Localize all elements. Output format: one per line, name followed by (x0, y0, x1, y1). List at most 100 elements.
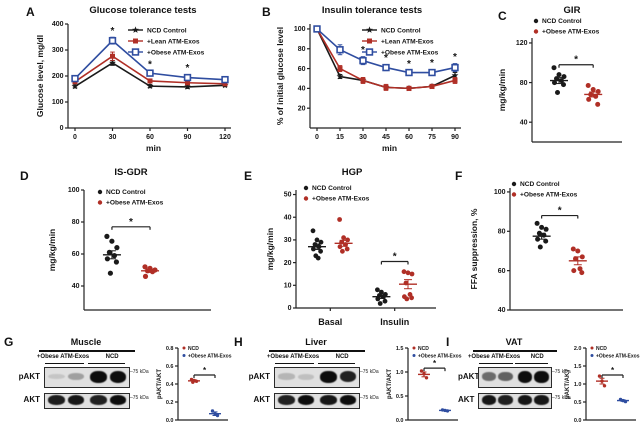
svg-text:10: 10 (284, 283, 292, 290)
open-square-marker (131, 48, 140, 56)
svg-text:40: 40 (284, 214, 292, 221)
scatter-group-+Obese ATM-Exos (Basal) (334, 217, 353, 254)
legend-item: NCD Control (362, 26, 421, 35)
significance-bracket: * (541, 206, 579, 219)
svg-text:NCD: NCD (188, 346, 199, 352)
legend-item: NCD Control (533, 18, 582, 25)
svg-text:75: 75 (428, 134, 436, 141)
panel-d-letter: D (20, 169, 29, 183)
svg-text:NCD Control: NCD Control (381, 28, 421, 35)
svg-text:*: * (203, 366, 207, 375)
svg-text:pAKT/AKT: pAKT/AKT (387, 369, 393, 399)
svg-text:+Obese ATM-Exos: +Obese ATM-Exos (147, 50, 205, 57)
svg-text:+Obese ATM-Exos: +Obese ATM-Exos (381, 50, 439, 57)
svg-text:30: 30 (284, 237, 292, 244)
svg-text:0.2: 0.2 (166, 400, 174, 406)
molecular-weight-marker: –75 kDa (130, 369, 149, 375)
svg-text:mg/kg/min: mg/kg/min (497, 69, 507, 112)
gir-scatter-chart: 40 80 120 mg/kg/min * NCD Control +Obese ATM-E… (497, 18, 622, 143)
star-marker (336, 72, 344, 80)
significance-bracket: * (111, 217, 151, 230)
svg-text:0: 0 (73, 134, 77, 141)
svg-text:60: 60 (72, 251, 80, 258)
panel-e: E HGP 0 10 20 30 40 50 mg/kg/min Basal Insulin * N… (232, 160, 444, 328)
scatter-group-NCD Control (102, 233, 121, 276)
muscle-pakt-akt-scatter-chart: 0.0 0.2 0.4 0.6 0.8 pAKT/AKT * NCD +Obese ATM-Ex… (157, 346, 232, 424)
blot-lane-box (478, 367, 552, 388)
blot-header-rule (269, 350, 365, 352)
blot-band (109, 370, 127, 383)
open-square-marker (183, 73, 192, 82)
blot-group-rule (275, 363, 315, 364)
is-gdr-scatter-chart: 40 60 80 100 mg/kg/min * NCD Control +Obese ATM… (47, 187, 211, 311)
star-marker (146, 82, 154, 90)
svg-text:1.5: 1.5 (574, 364, 582, 370)
legend-item: +Obese ATM-Exos (303, 196, 370, 203)
svg-text:40: 40 (72, 283, 80, 290)
svg-text:15: 15 (336, 134, 344, 141)
svg-text:+Obese ATM-Exos: +Obese ATM-Exos (418, 354, 462, 360)
blot-column-label: NCD (530, 354, 544, 360)
square-marker (406, 85, 412, 91)
svg-text:0.5: 0.5 (396, 394, 404, 400)
svg-text:40: 40 (498, 307, 506, 314)
svg-text:80: 80 (298, 46, 306, 53)
svg-text:pAKT/AKT: pAKT/AKT (565, 369, 571, 399)
blot-row-label: AKT (458, 395, 475, 404)
svg-text:+Obese ATM-Exos: +Obese ATM-Exos (520, 192, 578, 199)
molecular-weight-marker: –75 kDa (360, 369, 379, 375)
legend-item: +Obese ATM-Exos (590, 354, 640, 360)
blot-group-rule (515, 363, 548, 364)
scatter-group-NCD (418, 369, 430, 380)
panel-c-letter: C (498, 9, 507, 23)
svg-text:90: 90 (451, 134, 459, 141)
significance-bracket: * (558, 55, 594, 68)
blot-lane-box (44, 367, 130, 388)
open-square-marker (451, 63, 459, 72)
open-square-marker (365, 48, 374, 56)
blot-band (48, 395, 66, 405)
svg-text:100: 100 (494, 189, 506, 196)
open-square-marker (428, 68, 436, 77)
star-marker (451, 71, 459, 79)
svg-text:*: * (407, 59, 411, 70)
svg-text:+Lean ATM-Exos: +Lean ATM-Exos (381, 39, 434, 46)
scatter-group-+Obese ATM-Exos (141, 264, 160, 279)
svg-text:30: 30 (109, 134, 117, 141)
scatter-group-NCD Control (532, 220, 551, 250)
legend-item: NCD (182, 346, 199, 352)
panel-b-title: Insulin tolerance tests (321, 5, 423, 16)
svg-text:*: * (574, 55, 578, 66)
scatter-group-+Obese ATM-Exos (439, 408, 451, 413)
significance-bracket: * (601, 366, 624, 378)
molecular-weight-marker: –75 kDa (552, 395, 571, 401)
panel-c: C GIR 40 80 120 mg/kg/min * NCD Control +Obese… (482, 2, 637, 158)
svg-text:30: 30 (359, 134, 367, 141)
blot-group-rule (87, 363, 126, 364)
svg-text:100: 100 (68, 187, 80, 194)
square-marker (222, 81, 228, 87)
blot-column-label: +Obese ATM-Exos (467, 354, 521, 360)
blot-band (481, 372, 497, 381)
legend-item: +Obese ATM-Exos (128, 48, 205, 57)
svg-text:NCD Control: NCD Control (312, 185, 352, 192)
blot-band (109, 395, 127, 405)
panel-d-title: IS-GDR (114, 167, 148, 178)
star-marker (184, 83, 191, 90)
square-marker (452, 77, 458, 83)
svg-text:80: 80 (520, 80, 528, 87)
blot-group-rule (317, 363, 356, 364)
vat-pakt-akt-scatter-chart: 0.0 0.5 1.0 1.5 2.0 pAKT/AKT * NCD +Obese ATM-Ex… (565, 346, 640, 424)
blot-band (534, 395, 549, 405)
scatter-group-NCD Control (550, 65, 568, 95)
svg-text:0: 0 (315, 134, 319, 141)
svg-text:NCD Control: NCD Control (147, 28, 187, 35)
open-square-marker (221, 75, 229, 84)
blot-row-label: pAKT (18, 371, 40, 381)
blot-band (498, 371, 513, 382)
panel-f: F 40 60 80 100 FFA suppression, % * NCD Contro… (450, 160, 638, 328)
svg-text:+Obese ATM-Exos: +Obese ATM-Exos (188, 354, 232, 360)
svg-text:+Obese ATM-Exos: +Obese ATM-Exos (596, 354, 640, 360)
scatter-group-+Obese ATM-Exos (Insulin) (399, 269, 417, 302)
